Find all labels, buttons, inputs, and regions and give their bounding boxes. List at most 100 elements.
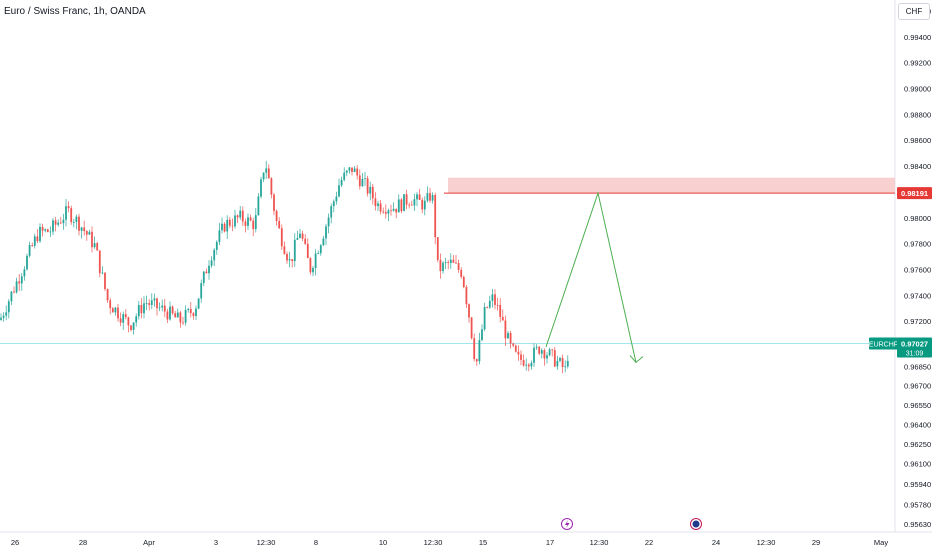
candle-body [192, 313, 195, 317]
y-tick-label: 0.96400 [904, 421, 931, 430]
candle-body [228, 219, 231, 226]
candle-body [322, 238, 325, 246]
candle-body [358, 175, 361, 187]
candle-body [31, 245, 34, 246]
candle-body [317, 253, 320, 255]
candle-body [488, 300, 491, 308]
candle-body [91, 231, 93, 248]
candle-body [72, 221, 75, 223]
candle-body [561, 357, 564, 367]
candle-body [504, 320, 507, 339]
candle-body [319, 245, 322, 254]
candle-body [343, 172, 346, 180]
candle-body [392, 208, 395, 211]
candle-body [507, 333, 509, 339]
candle-body [241, 210, 244, 222]
candle-body [140, 305, 143, 314]
candle-body [52, 220, 54, 232]
candle-body [486, 306, 489, 308]
candle-body [431, 195, 434, 201]
supply-zone [448, 177, 895, 194]
chart-title: Euro / Swiss Franc, 1h, OANDA [4, 6, 146, 17]
candle-body [262, 172, 265, 180]
candle-body [538, 346, 541, 354]
candle-body [340, 179, 343, 186]
candle-body [130, 325, 132, 330]
candle-body [559, 357, 561, 361]
candle-body [361, 178, 364, 187]
candle-body [525, 364, 528, 366]
x-tick-label: 8 [314, 538, 318, 547]
candle-body [330, 206, 333, 218]
candle-body [44, 229, 47, 231]
candle-body [527, 364, 530, 367]
candle-body [478, 340, 481, 362]
candle-body [85, 231, 88, 235]
candle-body [439, 259, 442, 272]
candle-body [117, 307, 119, 319]
candle-body [353, 168, 356, 172]
last-price-label: 0.97027 [901, 339, 928, 348]
candle-body [462, 276, 465, 288]
candle-body [5, 312, 8, 316]
candle-body [257, 196, 260, 216]
candle-body [501, 316, 504, 321]
candle-body [351, 167, 353, 172]
projection-path [545, 191, 637, 363]
currency-selector[interactable]: CHF [898, 3, 930, 20]
candle-body [260, 179, 262, 197]
candle-body [54, 220, 57, 225]
x-tick-label: 17 [546, 538, 554, 547]
candle-body [564, 366, 567, 368]
candle-body [124, 314, 127, 318]
y-tick-label: 0.98600 [904, 136, 931, 145]
candle-body [231, 225, 234, 227]
candle-body [93, 243, 96, 248]
candle-body [59, 222, 62, 224]
candle-body [548, 349, 551, 356]
symbol-badge [869, 337, 898, 350]
candle-body [223, 223, 226, 232]
candle-body [23, 269, 26, 277]
candle-body [267, 168, 270, 179]
candle-body [522, 360, 525, 366]
candle-body [65, 206, 67, 220]
candle-body [252, 220, 255, 229]
candle-body [291, 259, 294, 262]
candle-body [176, 312, 179, 318]
candle-body [88, 231, 91, 235]
candle-body [150, 300, 153, 305]
candle-body [158, 307, 161, 309]
candle-body [366, 178, 369, 194]
candle-body [533, 347, 535, 363]
candle-body [468, 304, 470, 318]
candle-body [215, 241, 218, 250]
candle-body [171, 306, 174, 314]
candle-body [278, 220, 281, 229]
candle-body [226, 219, 229, 232]
candle-body [109, 300, 112, 309]
candle-body [455, 262, 457, 264]
candle-body [7, 301, 10, 313]
candle-body [33, 236, 36, 246]
candle-body [416, 194, 418, 200]
candle-body [444, 262, 447, 263]
candle-body [413, 199, 416, 206]
candle-body [18, 281, 21, 284]
candle-body [306, 243, 309, 259]
candle-body [80, 227, 83, 231]
candle-body [296, 237, 299, 240]
candle-body [377, 203, 379, 207]
candle-body [491, 294, 494, 301]
candle-body [384, 211, 387, 214]
candle-body [41, 226, 44, 231]
candle-body [187, 308, 190, 310]
candle-body [397, 199, 400, 213]
candle-body [13, 291, 15, 293]
y-tick-label: 0.95940 [904, 480, 931, 489]
candle-body [213, 249, 216, 261]
candle-body [436, 237, 439, 260]
candle-body [512, 343, 515, 346]
